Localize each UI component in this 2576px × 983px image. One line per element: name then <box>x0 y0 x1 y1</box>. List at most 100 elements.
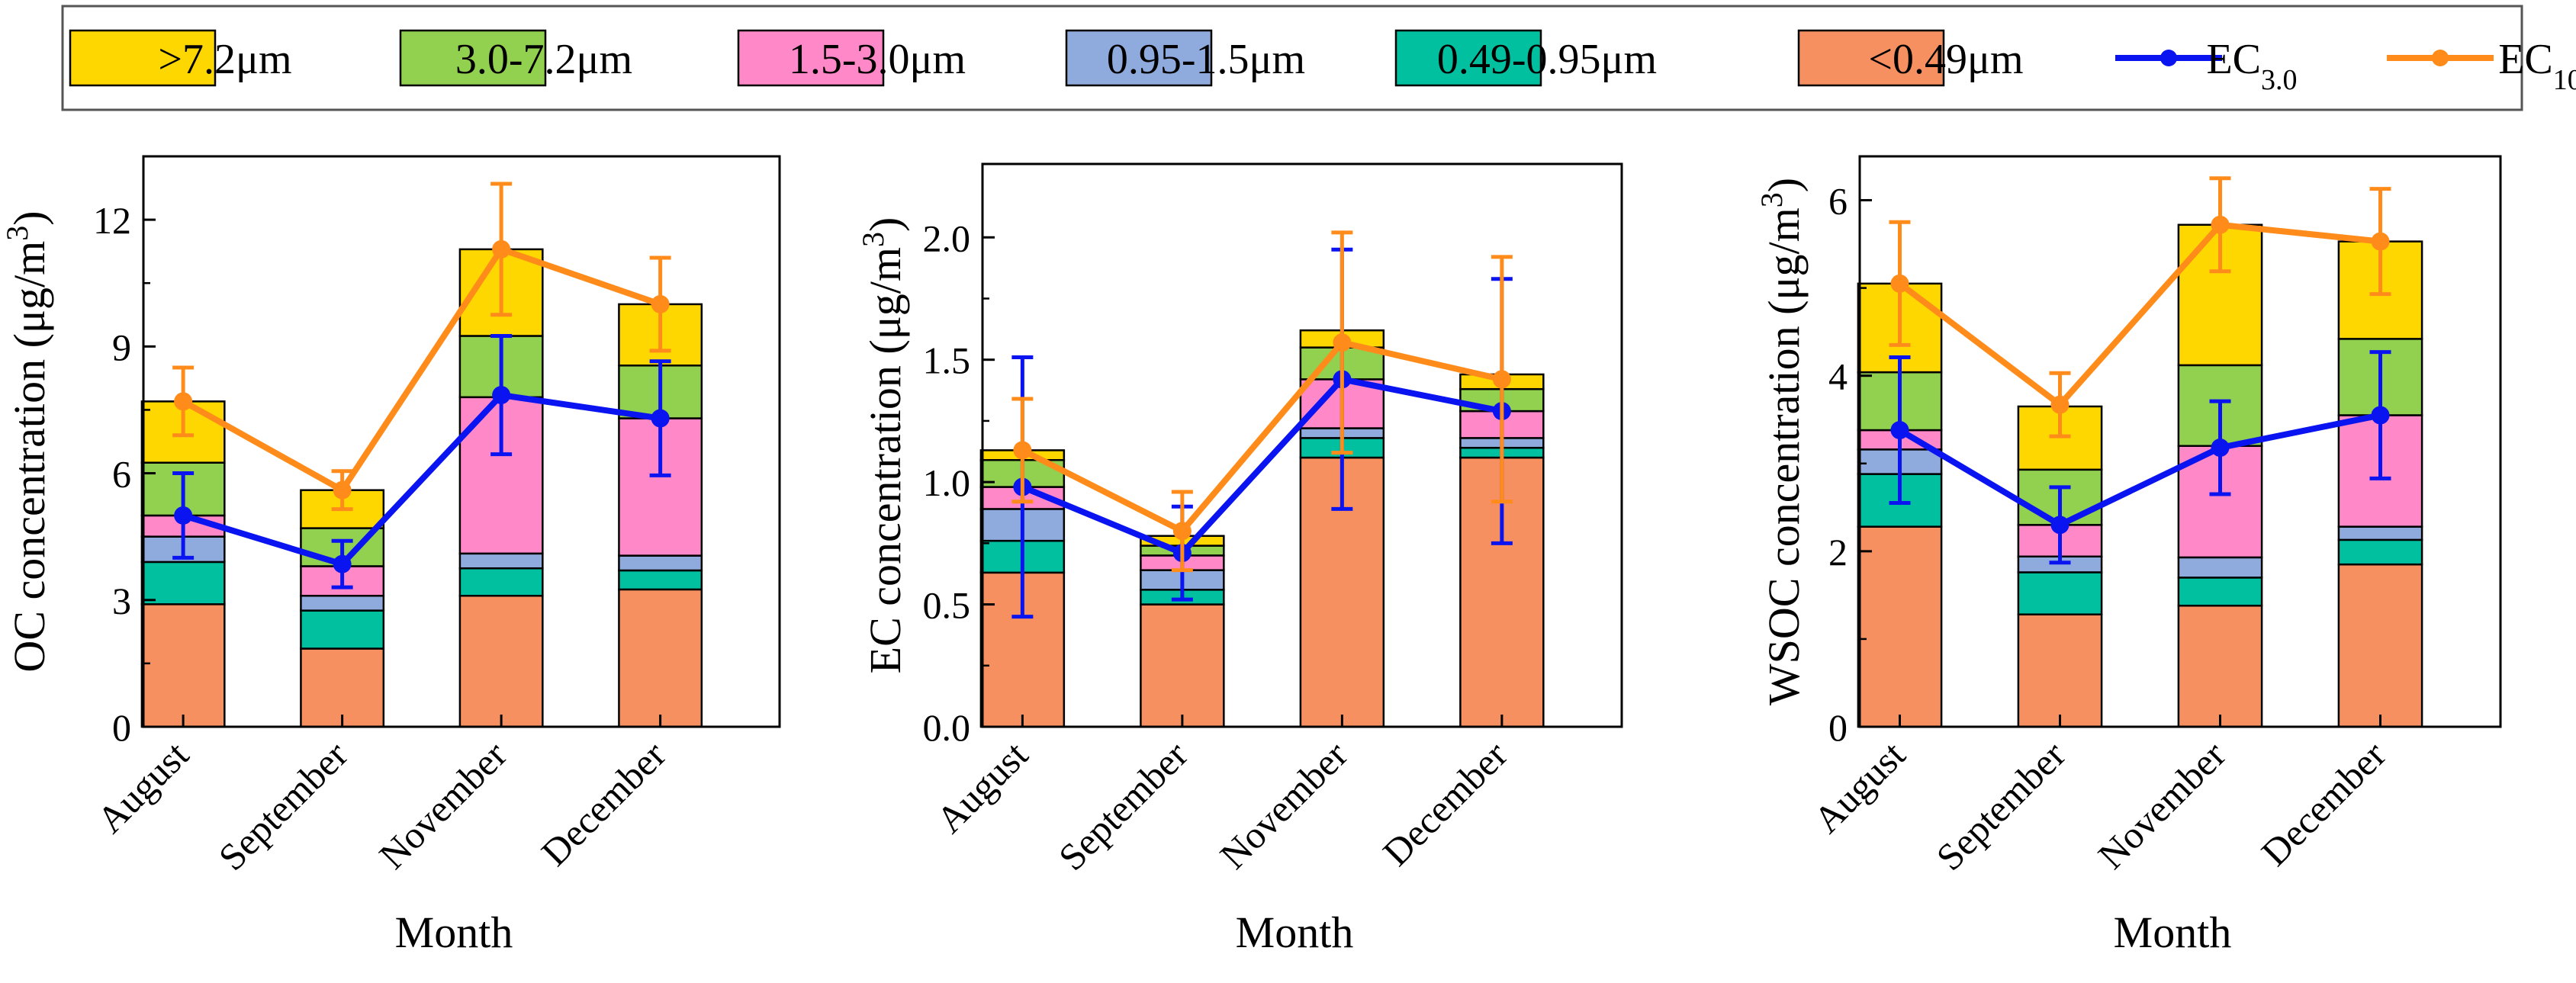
data-point-ec10_line <box>2371 232 2390 251</box>
y-axis-label-close: ) <box>5 210 54 225</box>
y-tick-label: 4 <box>1828 355 1848 398</box>
legend-label-subscript: 3.0 <box>2261 64 2298 96</box>
bar-segment-lt049-november <box>458 594 544 728</box>
data-point-ec30_line <box>2050 516 2069 535</box>
bar-segment-lt049-august <box>140 603 226 728</box>
series-line-ec10_line <box>1898 221 2381 408</box>
plot-frame <box>981 162 1623 728</box>
series-line-ec30_line <box>1898 412 2381 528</box>
data-point-ec30_line <box>2211 438 2230 458</box>
x-tick-label-december: December <box>2253 733 2394 874</box>
x-tick-label-november: November <box>1211 733 1356 877</box>
data-point-ec10_line <box>1333 333 1352 352</box>
x-tick-label-november: November <box>2089 733 2233 877</box>
series-line-ec10_line <box>182 246 661 493</box>
chart-panel-2: 0.0 0.5 1.0 1.5 2.0 August September November De… <box>856 162 1623 957</box>
plot-frame <box>1858 155 2502 728</box>
bar-segment-lt049-december <box>618 588 703 728</box>
bar-segment-c049_095-november <box>2177 577 2263 607</box>
x-axis-label: Month <box>395 908 513 957</box>
data-point-ec10_line <box>651 294 670 313</box>
data-point-ec30_line <box>1890 421 1909 440</box>
legend: >7.2μm 3.0-7.2μm 1.5-3.0μm 0.95-1.5μm 0.49-0… <box>61 5 2576 111</box>
y-axis-label-superscript: 3 <box>0 226 34 241</box>
plot-frame <box>142 155 781 728</box>
bar-segment-c095_1_5-november <box>458 552 544 570</box>
legend-swatch <box>737 29 885 87</box>
y-tick-label: 6 <box>1828 180 1848 223</box>
y-tick-label: 0 <box>1828 706 1848 749</box>
bar-segment-c049_095-december <box>2337 538 2423 566</box>
bar-segment-c095_1_5-december <box>618 554 703 572</box>
legend-label: >7.2μm <box>158 36 291 83</box>
data-point-ec30_line <box>492 386 511 405</box>
data-point-ec10_line <box>492 239 511 259</box>
legend-swatch <box>1797 29 1945 87</box>
bar-segment-c049_095-november <box>458 567 544 597</box>
x-tick-label-august: August <box>88 733 197 841</box>
x-tick-label-december: December <box>533 733 674 874</box>
y-tick-label: 3 <box>112 580 131 622</box>
legend-label: 0.95-1.5μm <box>1107 36 1305 83</box>
data-point-ec10_line <box>1172 522 1192 541</box>
y-tick-label: 1.5 <box>923 339 971 382</box>
x-tick-label-august: August <box>928 733 1036 841</box>
x-tick-label-september: September <box>211 733 356 879</box>
y-tick-label: 2 <box>1828 531 1848 573</box>
bar-segment-c095_1_5-september <box>300 594 385 612</box>
series-line-ec30_line <box>1021 376 1503 557</box>
legend-label: 3.0-7.2μm <box>455 36 632 83</box>
data-point-ec10_line <box>174 392 193 411</box>
legend-swatch <box>399 29 547 87</box>
y-axis-label: OC concentration (μg/m3) <box>0 210 54 672</box>
y-tick-label: 0.0 <box>923 706 971 749</box>
y-axis-label-close: ) <box>1759 178 1809 192</box>
bar-segment-lt049-august <box>1857 525 1943 728</box>
legend-swatch <box>1394 29 1542 87</box>
y-tick-label: 1.0 <box>923 461 971 504</box>
bar-segment-lt049-november <box>1299 456 1385 728</box>
bar-segment-c049_095-august <box>140 561 226 606</box>
legend-label: <0.49μm <box>1868 36 2023 83</box>
bar-segment-c049_095-september <box>300 609 385 650</box>
x-tick-label-december: December <box>1375 733 1516 874</box>
x-tick-label-august: August <box>1806 733 1914 841</box>
y-axis-label: WSOC concentration (μg/m3) <box>1754 178 1809 705</box>
x-tick-label-november: November <box>371 733 515 877</box>
legend-marker <box>2160 50 2177 66</box>
data-point-ec10_line <box>1890 274 1909 293</box>
legend-label-subscript: 10 <box>2553 64 2576 96</box>
y-tick-label: 12 <box>93 199 131 242</box>
x-axis-label: Month <box>2114 908 2232 957</box>
data-point-ec10_line <box>2211 215 2230 234</box>
bar-segment-lt049-september <box>2017 613 2103 728</box>
legend-marker <box>2432 50 2449 66</box>
y-axis-label: EC concentration (μg/m3) <box>856 217 911 674</box>
y-tick-label: 0 <box>112 706 131 749</box>
bar-segment-c049_095-september <box>2017 571 2103 615</box>
bar-segment-c095_1_5-december <box>2337 525 2423 541</box>
legend-item-c3_7_2: 3.0-7.2μm <box>399 29 632 87</box>
series-line-ec10_line <box>1021 339 1503 535</box>
legend-swatch <box>1065 29 1213 87</box>
bar-segment-c1_5_3-november <box>2177 445 2263 559</box>
legend-swatch <box>69 29 217 87</box>
data-point-ec10_line <box>2050 395 2069 414</box>
legend-item-c049_095: 0.49-0.95μm <box>1394 29 1657 87</box>
data-point-ec10_line <box>1013 441 1032 460</box>
data-point-ec10_line <box>333 480 352 500</box>
y-tick-label: 2.0 <box>923 217 971 259</box>
legend-item-c1_5_3: 1.5-3.0μm <box>737 29 966 87</box>
bar-segment-c049_095-december <box>618 569 703 591</box>
bar-segment-lt049-november <box>2177 604 2263 728</box>
legend-label: 1.5-3.0μm <box>789 36 966 83</box>
y-tick-label: 0.5 <box>923 584 971 627</box>
y-tick-label: 9 <box>112 326 131 368</box>
x-axis-label: Month <box>1236 908 1354 957</box>
bar-segment-lt049-december <box>2337 563 2423 728</box>
y-tick-label: 6 <box>112 453 131 496</box>
series-line-ec30_line <box>182 392 661 567</box>
data-point-ec30_line <box>333 554 352 573</box>
